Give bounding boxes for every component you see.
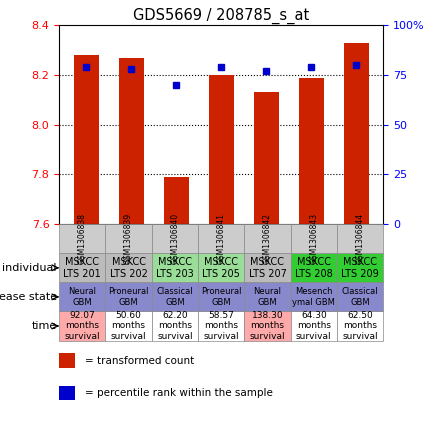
Bar xyxy=(106,224,152,253)
Bar xyxy=(198,283,244,311)
Text: = percentile rank within the sample: = percentile rank within the sample xyxy=(85,388,273,398)
Text: MSKCC
LTS 208: MSKCC LTS 208 xyxy=(295,257,333,279)
Bar xyxy=(244,311,291,341)
Text: GSM1306844: GSM1306844 xyxy=(356,213,364,264)
Bar xyxy=(344,43,369,224)
Bar xyxy=(106,253,152,283)
Bar xyxy=(198,311,244,341)
Bar xyxy=(291,283,337,311)
Bar xyxy=(244,224,291,253)
Bar xyxy=(59,253,106,283)
Text: disease state: disease state xyxy=(0,292,57,302)
Text: Mesench
ymal GBM: Mesench ymal GBM xyxy=(292,287,335,307)
Text: = transformed count: = transformed count xyxy=(85,356,194,365)
Text: GSM1306838: GSM1306838 xyxy=(78,213,87,264)
Text: 62.20
months
survival: 62.20 months survival xyxy=(157,311,193,341)
Text: 64.30
months
survival: 64.30 months survival xyxy=(296,311,332,341)
Text: GSM1306843: GSM1306843 xyxy=(309,213,318,264)
Bar xyxy=(164,177,188,224)
Bar xyxy=(209,75,233,224)
Bar xyxy=(59,311,106,341)
Text: MSKCC
LTS 205: MSKCC LTS 205 xyxy=(202,257,240,279)
Text: time: time xyxy=(32,321,57,331)
Text: MSKCC
LTS 202: MSKCC LTS 202 xyxy=(110,257,148,279)
Text: Classical
GBM: Classical GBM xyxy=(342,287,378,307)
Bar xyxy=(59,224,106,253)
Bar xyxy=(291,224,337,253)
Text: 58.57
months
survival: 58.57 months survival xyxy=(203,311,239,341)
Bar xyxy=(152,253,198,283)
Bar xyxy=(337,253,383,283)
Bar xyxy=(244,253,291,283)
Bar xyxy=(291,311,337,341)
Bar xyxy=(152,311,198,341)
Text: 92.07
months
survival: 92.07 months survival xyxy=(64,311,100,341)
Bar xyxy=(106,311,152,341)
Bar xyxy=(59,386,75,400)
Text: GSM1306841: GSM1306841 xyxy=(217,213,226,264)
Text: Proneural
GBM: Proneural GBM xyxy=(201,287,241,307)
Text: 50.60
months
survival: 50.60 months survival xyxy=(111,311,146,341)
Bar xyxy=(59,283,106,311)
Bar xyxy=(254,93,279,224)
Bar xyxy=(119,58,144,224)
Title: GDS5669 / 208785_s_at: GDS5669 / 208785_s_at xyxy=(133,8,309,24)
Text: MSKCC
LTS 209: MSKCC LTS 209 xyxy=(341,257,379,279)
Text: GSM1306839: GSM1306839 xyxy=(124,213,133,264)
Text: GSM1306840: GSM1306840 xyxy=(170,213,180,264)
Bar xyxy=(337,311,383,341)
Text: 138.30
months
survival: 138.30 months survival xyxy=(250,311,285,341)
Text: individual: individual xyxy=(2,263,57,273)
Text: Classical
GBM: Classical GBM xyxy=(156,287,193,307)
Bar xyxy=(106,283,152,311)
Text: MSKCC
LTS 203: MSKCC LTS 203 xyxy=(156,257,194,279)
Bar xyxy=(299,77,324,224)
Bar xyxy=(198,224,244,253)
Bar xyxy=(244,283,291,311)
Text: Neural
GBM: Neural GBM xyxy=(68,287,96,307)
Bar xyxy=(74,55,99,224)
Text: GSM1306842: GSM1306842 xyxy=(263,213,272,264)
Text: Neural
GBM: Neural GBM xyxy=(254,287,282,307)
Text: MSKCC
LTS 207: MSKCC LTS 207 xyxy=(248,257,286,279)
Bar xyxy=(198,253,244,283)
Bar xyxy=(291,253,337,283)
Bar xyxy=(337,283,383,311)
Text: Proneural
GBM: Proneural GBM xyxy=(108,287,149,307)
Text: 62.50
months
survival: 62.50 months survival xyxy=(342,311,378,341)
Bar xyxy=(59,353,75,368)
Bar xyxy=(152,283,198,311)
Bar xyxy=(337,224,383,253)
Text: MSKCC
LTS 201: MSKCC LTS 201 xyxy=(64,257,101,279)
Bar xyxy=(152,224,198,253)
